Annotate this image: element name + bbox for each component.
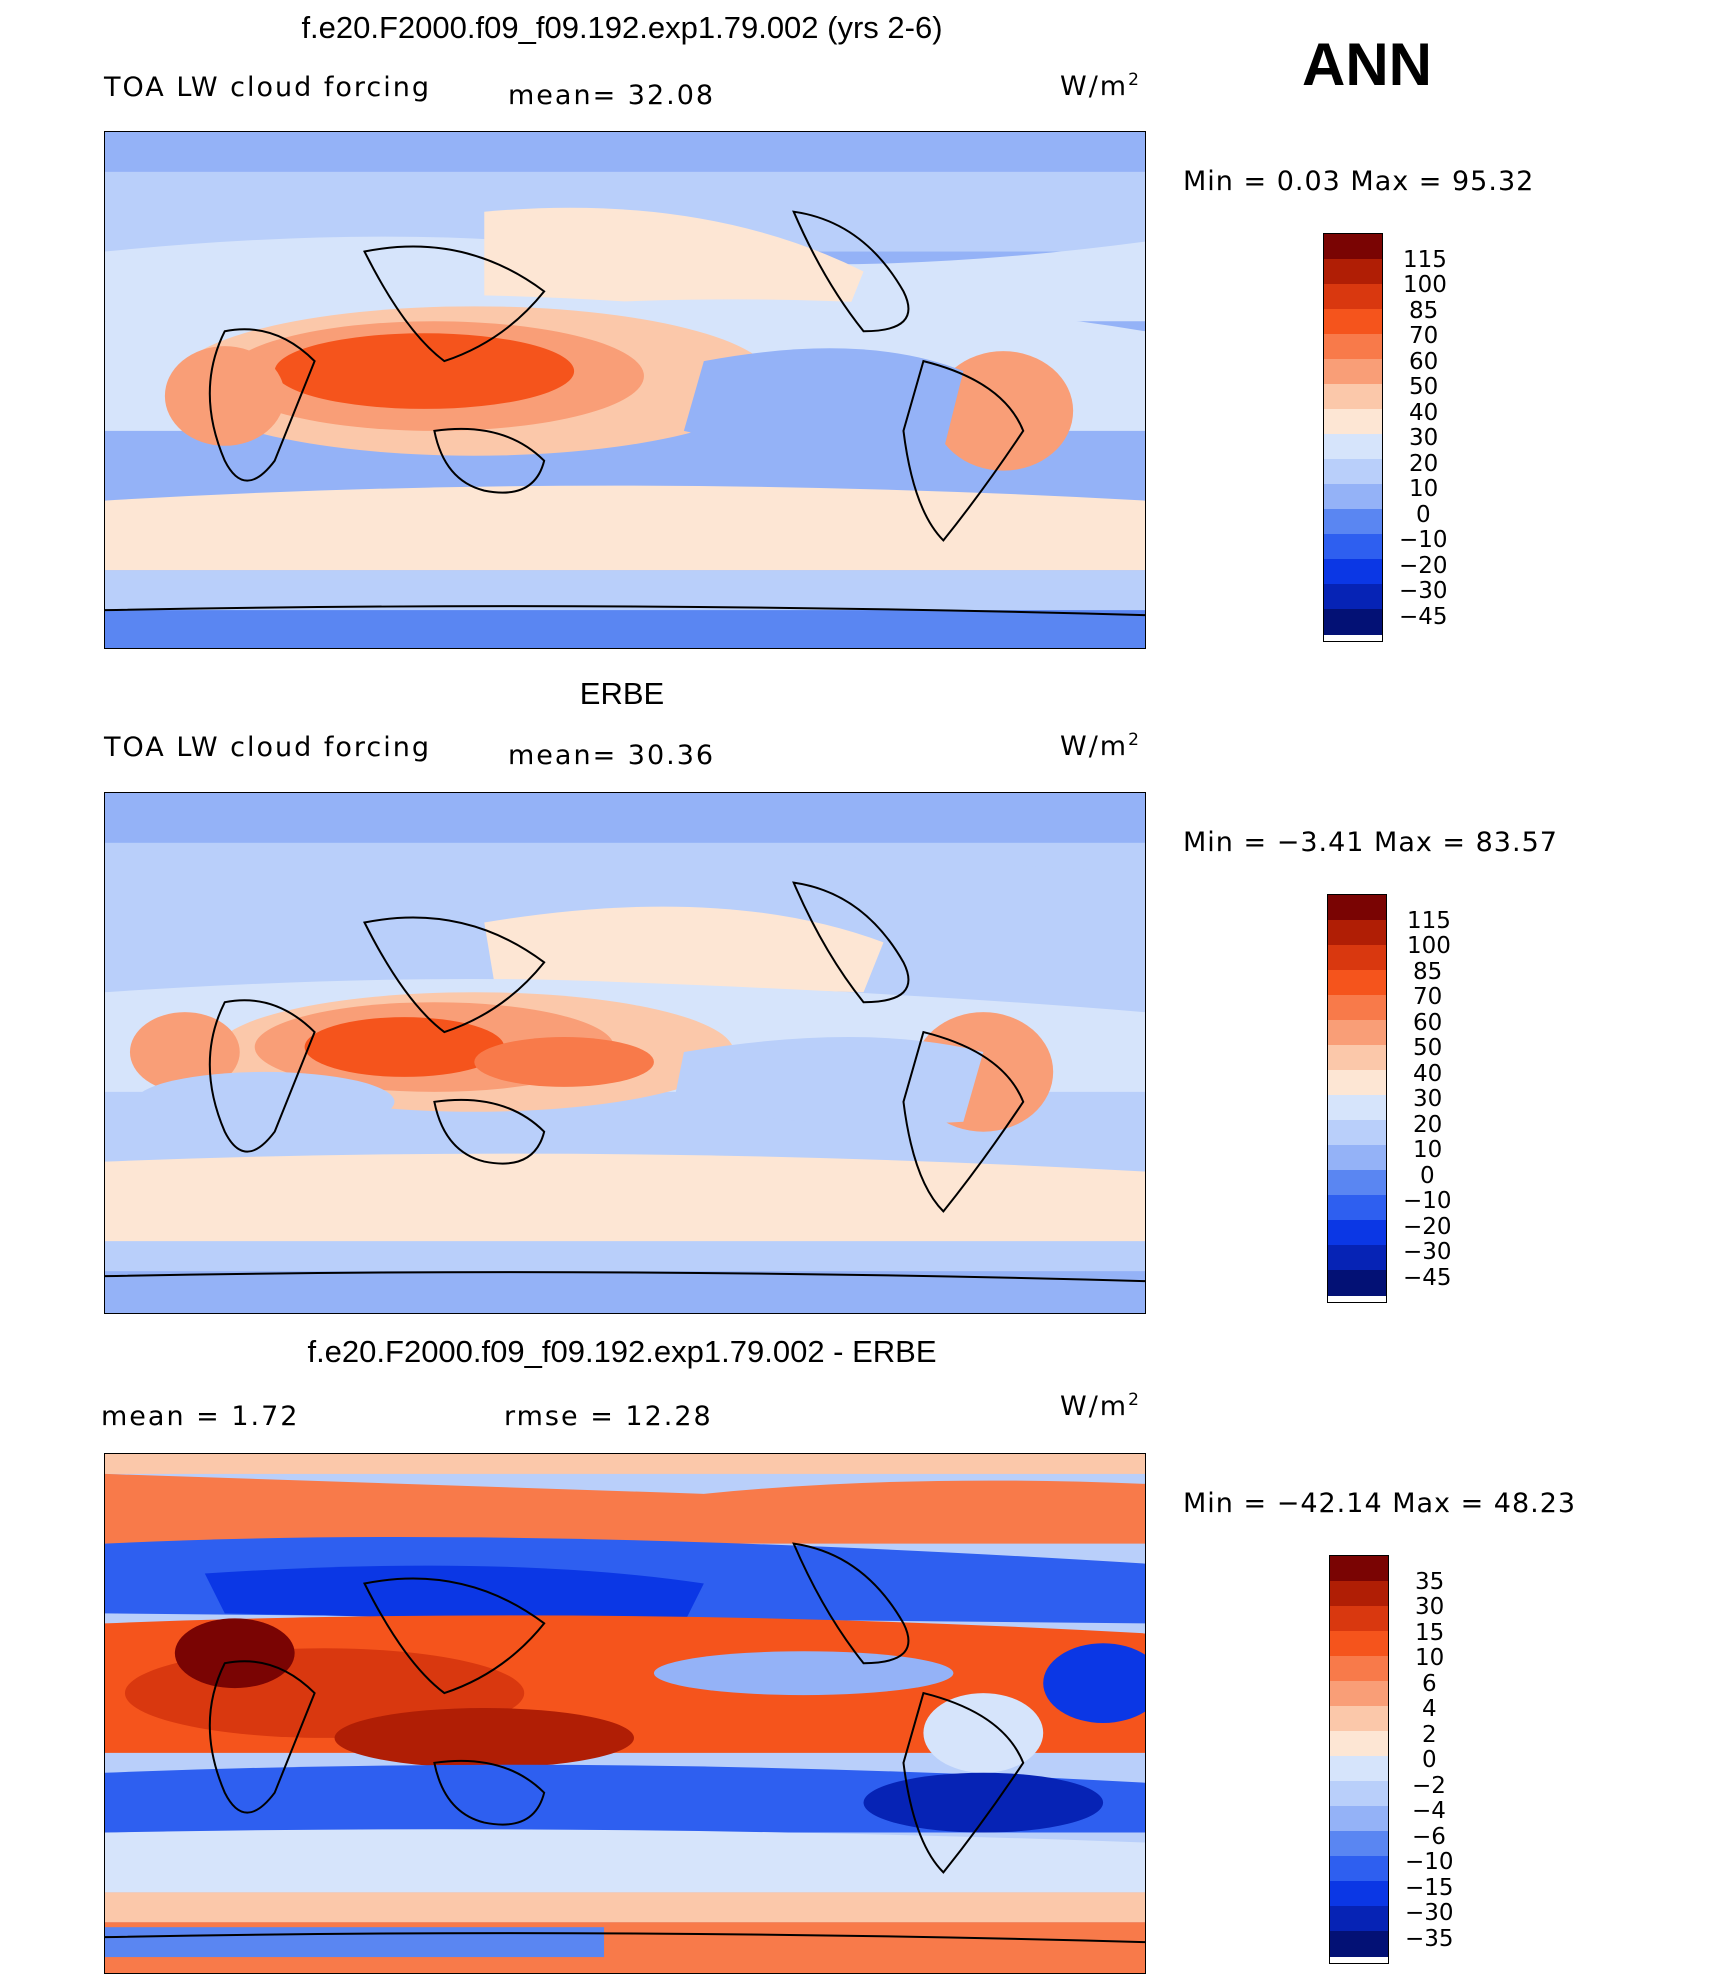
panel3-colorbar-label: −6 <box>1412 1824 1446 1850</box>
panel2-colorbar <box>1327 894 1387 1303</box>
panel1-colorbar-label: −45 <box>1399 604 1448 630</box>
panel1-colorbar-label: 50 <box>1409 374 1439 400</box>
panel1-colorbar-label: 70 <box>1409 323 1439 349</box>
panel1-colorbar-label: −20 <box>1399 553 1448 579</box>
panel1-colorbar-label: 10 <box>1409 476 1439 502</box>
panel1-map-svg <box>105 132 1145 648</box>
panel1-colorbar-label: 40 <box>1409 400 1439 426</box>
panel3-colorbar-label: −35 <box>1405 1926 1454 1952</box>
panel2-mean: mean= 30.36 <box>508 740 716 771</box>
panel3-colorbar-label: 0 <box>1422 1747 1437 1773</box>
panel2-colorbar-label: 40 <box>1413 1061 1443 1087</box>
panel3-colorbar-label: 35 <box>1415 1569 1445 1595</box>
panel2-minmax: Min = −3.41 Max = 83.57 <box>1183 827 1558 858</box>
panel2-variable-label: TOA LW cloud forcing <box>104 732 431 763</box>
panel2-colorbar-label: 60 <box>1413 1010 1443 1036</box>
panel2-colorbar-label: −45 <box>1403 1265 1452 1291</box>
panel2-colorbar-label: 85 <box>1413 959 1443 985</box>
panel3-rmse: rmse = 12.28 <box>504 1401 713 1432</box>
panel2-colorbar-label: 0 <box>1420 1163 1435 1189</box>
panel2-title: ERBE <box>579 676 665 711</box>
panel1-minmax: Min = 0.03 Max = 95.32 <box>1183 166 1535 197</box>
panel1-variable-label: TOA LW cloud forcing <box>104 72 431 103</box>
panel3-minmax: Min = −42.14 Max = 48.23 <box>1183 1488 1577 1519</box>
panel1-title: f.e20.F2000.f09_f09.192.exp1.79.002 (yrs… <box>301 10 943 45</box>
panel2-colorbar-label: 50 <box>1413 1035 1443 1061</box>
season-label: ANN <box>1302 31 1432 98</box>
panel3-colorbar-label: 30 <box>1415 1594 1445 1620</box>
panel3-map <box>104 1453 1146 1974</box>
panel1-colorbar-label: 100 <box>1403 272 1447 298</box>
panel1-colorbar-label: 85 <box>1409 298 1439 324</box>
panel3-title: f.e20.F2000.f09_f09.192.exp1.79.002 - ER… <box>307 1334 937 1369</box>
panel3-map-svg <box>105 1454 1145 1973</box>
panel3-colorbar-label: 10 <box>1415 1645 1445 1671</box>
panel1-units: W/m2 <box>1060 70 1141 102</box>
panel3-colorbar-label: 6 <box>1422 1671 1437 1697</box>
panel1-colorbar-label: −10 <box>1399 527 1448 553</box>
panel2-map-svg <box>105 793 1145 1313</box>
panel2-colorbar-label: 70 <box>1413 984 1443 1010</box>
panel2-colorbar-label: 100 <box>1407 933 1451 959</box>
panel3-colorbar-label: −15 <box>1405 1875 1454 1901</box>
panel2-colorbar-label: −10 <box>1403 1188 1452 1214</box>
panel3-mean: mean = 1.72 <box>101 1401 300 1432</box>
panel1-colorbar-label: −30 <box>1399 578 1448 604</box>
panel1-colorbar-label: 20 <box>1409 451 1439 477</box>
panel2-colorbar-label: 115 <box>1407 908 1451 934</box>
panel2-colorbar-label: −30 <box>1403 1239 1452 1265</box>
panel3-units: W/m2 <box>1060 1390 1141 1422</box>
panel3-colorbar-label: −10 <box>1405 1849 1454 1875</box>
panel2-colorbar-label: −20 <box>1403 1214 1452 1240</box>
panel1-colorbar-label: 30 <box>1409 425 1439 451</box>
panel2-map <box>104 792 1146 1314</box>
panel3-colorbar-label: 4 <box>1422 1696 1437 1722</box>
panel3-colorbar-label: −30 <box>1405 1900 1454 1926</box>
panel1-colorbar-label: 60 <box>1409 349 1439 375</box>
panel2-units: W/m2 <box>1060 730 1141 762</box>
panel3-colorbar-label: −4 <box>1412 1798 1446 1824</box>
panel1-mean: mean= 32.08 <box>508 80 716 111</box>
panel1-colorbar-label: 0 <box>1416 502 1431 528</box>
panel1-colorbar <box>1323 233 1383 642</box>
panel3-colorbar <box>1329 1555 1389 1964</box>
panel2-colorbar-label: 20 <box>1413 1112 1443 1138</box>
panel2-colorbar-label: 30 <box>1413 1086 1443 1112</box>
panel3-colorbar-label: 2 <box>1422 1722 1437 1748</box>
panel3-colorbar-label: −2 <box>1412 1773 1446 1799</box>
panel1-colorbar-label: 115 <box>1403 247 1447 273</box>
panel3-colorbar-label: 15 <box>1415 1620 1445 1646</box>
panel2-colorbar-label: 10 <box>1413 1137 1443 1163</box>
panel1-map <box>104 131 1146 649</box>
